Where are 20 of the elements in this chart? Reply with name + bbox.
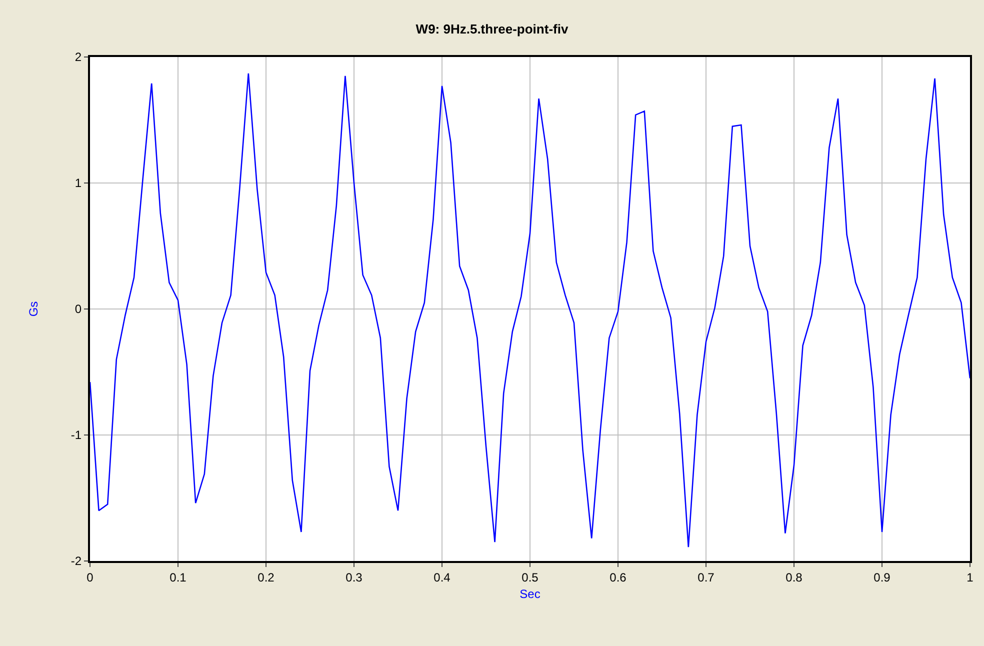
x-tick-label: 0.6: [610, 570, 627, 584]
x-tick-label: 0: [86, 570, 94, 584]
chart-title: W9: 9Hz.5.three-point-fiv: [416, 22, 569, 37]
x-tick-label: 0.2: [258, 570, 275, 584]
x-tick-label: 0.5: [522, 570, 539, 584]
y-tick-label: 0: [74, 302, 82, 316]
y-tick-label: -2: [70, 554, 82, 568]
x-tick-label: 0.3: [346, 570, 363, 584]
x-tick-label: 0.8: [786, 570, 803, 584]
y-tick-label: 1: [74, 176, 82, 190]
y-tick-label: 2: [74, 50, 82, 64]
x-axis-title: Sec: [520, 586, 540, 601]
x-tick-label: 0.7: [698, 570, 715, 584]
y-axis-title: Gs: [26, 301, 41, 317]
x-tick-label: 0.4: [434, 570, 451, 584]
y-tick-label: -1: [70, 428, 82, 442]
line-series: [90, 72, 970, 548]
x-tick-label: 1: [966, 570, 974, 584]
x-tick-label: 0.1: [170, 570, 187, 584]
x-tick-label: 0.9: [874, 570, 891, 584]
